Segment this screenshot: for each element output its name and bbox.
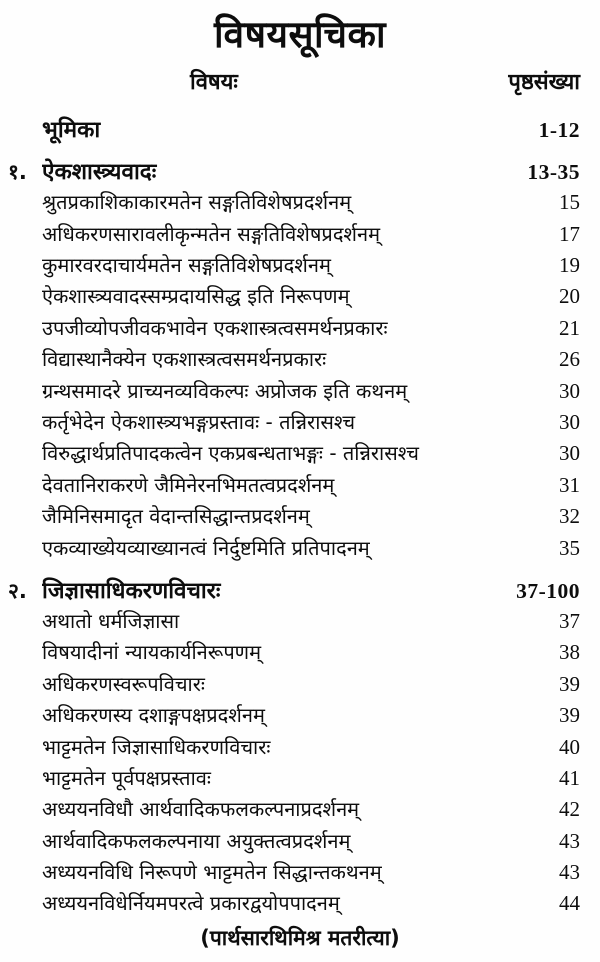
toc-row-pages: 37 bbox=[559, 608, 580, 633]
toc-row-title: ग्रन्थसमादरे प्राच्यनव्यविकल्पः अप्रोजक … bbox=[42, 378, 408, 403]
toc-row-pages: 32 bbox=[559, 504, 580, 529]
toc-row-pages: 15 bbox=[559, 190, 580, 215]
toc-row-number: १. bbox=[8, 160, 27, 185]
footer-note: (पार्थसारथिमिश्र मतरीत्या) bbox=[200, 925, 400, 950]
toc-row-title: श्रुतप्रकाशिकाकारमतेन सङ्गतिविशेषप्रदर्श… bbox=[42, 190, 352, 215]
toc-row-pages: 43 bbox=[559, 828, 580, 853]
toc-row-number: २. bbox=[8, 578, 27, 603]
page-title: विषयसूचिका bbox=[213, 13, 387, 56]
toc-row: अथातो धर्मजिज्ञासा 37 bbox=[8, 607, 580, 638]
toc-list: भूमिका 1-12 १. ऐकशास्त्र्यवादः 13-35 श्र… bbox=[0, 100, 600, 921]
toc-row: ग्रन्थसमादरे प्राच्यनव्यविकल्पः अप्रोजक … bbox=[8, 377, 580, 408]
toc-row-pages: 26 bbox=[559, 347, 580, 372]
toc-row-pages: 42 bbox=[559, 797, 580, 822]
toc-row: श्रुतप्रकाशिकाकारमतेन सङ्गतिविशेषप्रदर्श… bbox=[8, 188, 580, 219]
subject-column-label: विषयः bbox=[190, 70, 238, 96]
toc-row: अधिकरणसारावलीकृन्मतेन सङ्गतिविशेषप्रदर्श… bbox=[8, 220, 580, 251]
toc-row-pages: 30 bbox=[559, 378, 580, 403]
toc-row-title: भूमिका bbox=[42, 117, 101, 144]
toc-row: विरुद्धार्थप्रतिपादकत्वेन एकप्रबन्धताभङ्… bbox=[8, 439, 580, 470]
toc-row: अध्ययनविधि निरूपणे भाट्टमतेन सिद्धान्तकथ… bbox=[8, 858, 580, 889]
toc-row: २. जिज्ञासाधिकरणविचारः 37-100 bbox=[8, 574, 580, 607]
toc-row-title: जैमिनिसमादृत वेदान्तसिद्धान्तप्रदर्शनम् bbox=[42, 504, 310, 529]
toc-row-title: एकव्याख्येयव्याख्यानत्वं निर्दुष्टमिति प… bbox=[42, 535, 370, 560]
toc-row: आर्थवादिकफलकल्पनाया अयुक्तत्वप्रदर्शनम् … bbox=[8, 827, 580, 858]
toc-row-title: अधिकरणस्वरूपविचारः bbox=[42, 671, 205, 696]
toc-row-pages: 40 bbox=[559, 734, 580, 759]
toc-row-title: भाट्टमतेन पूर्वपक्षप्रस्तावः bbox=[42, 765, 211, 790]
toc-row-pages: 13-35 bbox=[527, 160, 580, 185]
toc-row-pages: 31 bbox=[559, 472, 580, 497]
toc-row: एकव्याख्येयव्याख्यानत्वं निर्दुष्टमिति प… bbox=[8, 534, 580, 565]
toc-row-pages: 43 bbox=[559, 860, 580, 885]
toc-row: भूमिका 1-12 bbox=[8, 113, 580, 146]
page-number-column-label: पृष्ठसंख्या bbox=[508, 70, 580, 96]
toc-row: जैमिनिसमादृत वेदान्तसिद्धान्तप्रदर्शनम् … bbox=[8, 502, 580, 533]
toc-row-pages: 38 bbox=[559, 640, 580, 665]
toc-row-pages: 39 bbox=[559, 671, 580, 696]
toc-row-title: विद्यास्थानैक्येन एकशास्त्रत्वसमर्थनप्रक… bbox=[42, 347, 327, 372]
toc-row: उपजीव्योपजीवकभावेन एकशास्त्रत्वसमर्थनप्र… bbox=[8, 314, 580, 345]
toc-row-title: अधिकरणस्य दशाङ्गपक्षप्रदर्शनम् bbox=[42, 703, 265, 728]
toc-row-title: अधिकरणसारावलीकृन्मतेन सङ्गतिविशेषप्रदर्श… bbox=[42, 221, 381, 246]
toc-row-title: भाट्टमतेन जिज्ञासाधिकरणविचारः bbox=[42, 734, 271, 759]
toc-row: अध्ययनविधौ आर्थवादिकफलकल्पनाप्रदर्शनम् 4… bbox=[8, 795, 580, 826]
toc-row-title: अध्ययनविधौ आर्थवादिकफलकल्पनाप्रदर्शनम् bbox=[42, 797, 360, 822]
toc-row: विद्यास्थानैक्येन एकशास्त्रत्वसमर्थनप्रक… bbox=[8, 345, 580, 376]
toc-row-pages: 37-100 bbox=[516, 578, 580, 603]
toc-row-title: ऐकशास्त्र्यवादस्सम्प्रदायसिद्ध इति निरूप… bbox=[42, 284, 350, 309]
toc-row-pages: 21 bbox=[559, 315, 580, 340]
toc-row-title: उपजीव्योपजीवकभावेन एकशास्त्रत्वसमर्थनप्र… bbox=[42, 315, 388, 340]
toc-row: भाट्टमतेन पूर्वपक्षप्रस्तावः 41 bbox=[8, 764, 580, 795]
toc-row-title: कर्तृभेदेन ऐकशास्त्र्यभङ्गप्रस्तावः - तन… bbox=[42, 409, 356, 434]
toc-row: देवतानिराकरणे जैमिनेरनभिमतत्वप्रदर्शनम् … bbox=[8, 471, 580, 502]
toc-row-title: अध्ययनविधि निरूपणे भाट्टमतेन सिद्धान्तकथ… bbox=[42, 860, 382, 885]
toc-row-title: अथातो धर्मजिज्ञासा bbox=[42, 608, 180, 633]
toc-row-pages: 41 bbox=[559, 765, 580, 790]
toc-row-title: विषयादीनां न्यायकार्यनिरूपणम् bbox=[42, 640, 262, 665]
toc-row-title: ऐकशास्त्र्यवादः bbox=[42, 159, 157, 186]
toc-row-title: अध्ययनविधेर्नियमपरत्वे प्रकारद्वयोपपादनम… bbox=[42, 891, 340, 916]
toc-row: भाट्टमतेन जिज्ञासाधिकरणविचारः 40 bbox=[8, 733, 580, 764]
toc-row: १. ऐकशास्त्र्यवादः 13-35 bbox=[8, 155, 580, 188]
toc-row: कुमारवरदाचार्यमतेन सङ्गतिविशेषप्रदर्शनम्… bbox=[8, 251, 580, 282]
toc-row: अधिकरणस्वरूपविचारः 39 bbox=[8, 670, 580, 701]
toc-row-pages: 19 bbox=[559, 253, 580, 278]
toc-row-title: आर्थवादिकफलकल्पनाया अयुक्तत्वप्रदर्शनम् bbox=[42, 828, 351, 853]
toc-row: अधिकरणस्य दशाङ्गपक्षप्रदर्शनम् 39 bbox=[8, 701, 580, 732]
toc-row-pages: 44 bbox=[559, 891, 580, 916]
toc-row: अध्ययनविधेर्नियमपरत्वे प्रकारद्वयोपपादनम… bbox=[8, 889, 580, 920]
toc-row-title: जिज्ञासाधिकरणविचारः bbox=[42, 577, 221, 604]
toc-row-pages: 30 bbox=[559, 441, 580, 466]
toc-row-pages: 39 bbox=[559, 703, 580, 728]
toc-row: विषयादीनां न्यायकार्यनिरूपणम् 38 bbox=[8, 638, 580, 669]
toc-row-title: विरुद्धार्थप्रतिपादकत्वेन एकप्रबन्धताभङ्… bbox=[42, 441, 419, 466]
toc-row: कर्तृभेदेन ऐकशास्त्र्यभङ्गप्रस्तावः - तन… bbox=[8, 408, 580, 439]
toc-row-pages: 35 bbox=[559, 535, 580, 560]
toc-column-headers: विषयः पृष्ठसंख्या bbox=[0, 58, 600, 100]
toc-row-title: देवतानिराकरणे जैमिनेरनभिमतत्वप्रदर्शनम् bbox=[42, 472, 335, 497]
toc-row-pages: 20 bbox=[559, 284, 580, 309]
toc-row-pages: 17 bbox=[559, 221, 580, 246]
toc-row-pages: 1-12 bbox=[538, 118, 580, 143]
toc-row-title: कुमारवरदाचार्यमतेन सङ्गतिविशेषप्रदर्शनम् bbox=[42, 253, 331, 278]
toc-row: ऐकशास्त्र्यवादस्सम्प्रदायसिद्ध इति निरूप… bbox=[8, 282, 580, 313]
toc-row-pages: 30 bbox=[559, 409, 580, 434]
